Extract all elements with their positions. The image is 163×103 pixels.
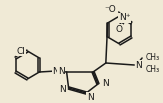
Text: N: N — [58, 67, 65, 75]
Text: N: N — [59, 85, 66, 94]
Text: N⁺: N⁺ — [119, 13, 130, 22]
Text: Cl: Cl — [17, 46, 25, 56]
Text: N: N — [102, 80, 109, 88]
Text: ⁻O: ⁻O — [104, 5, 116, 15]
Text: CH₃: CH₃ — [146, 66, 160, 74]
Text: N: N — [87, 92, 94, 101]
Text: O: O — [115, 25, 122, 33]
Text: N: N — [52, 67, 59, 75]
Text: CH₃: CH₃ — [146, 53, 160, 61]
Text: N: N — [135, 60, 142, 70]
